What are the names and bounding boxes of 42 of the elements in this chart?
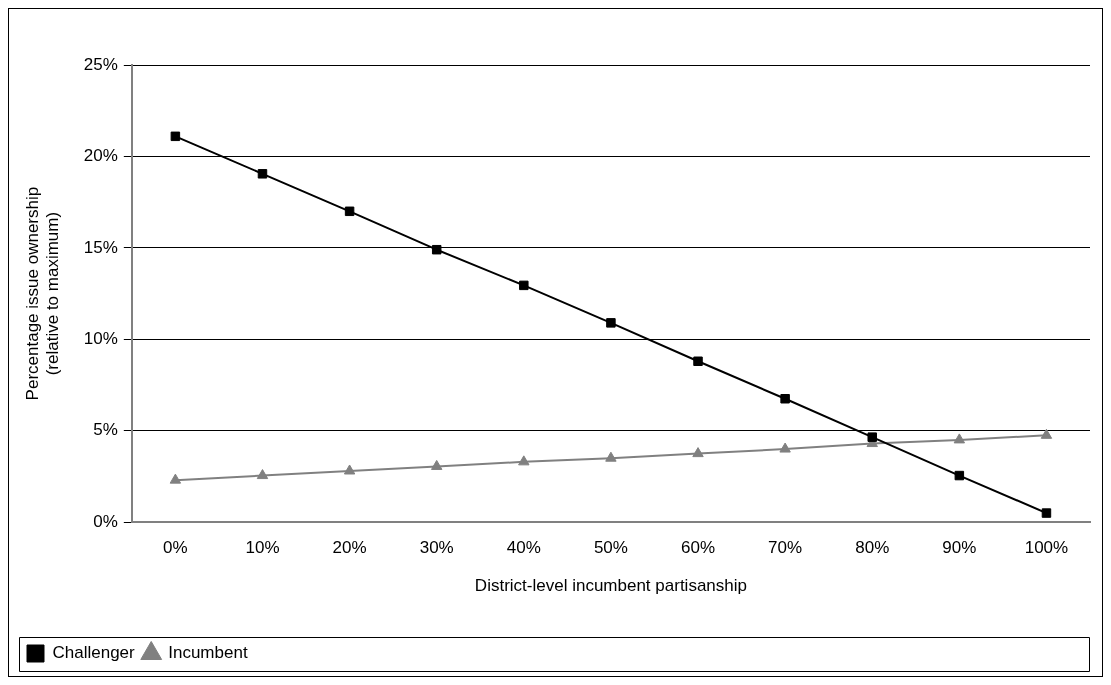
legend-label: Challenger (52, 643, 136, 663)
point (954, 470, 965, 481)
point (431, 244, 442, 255)
point (779, 442, 791, 453)
x-axis-title: District-level incumbent partisanship (474, 576, 747, 596)
y-tick-label: 15% (83, 237, 118, 257)
point (1040, 428, 1053, 439)
point (256, 469, 269, 480)
y-tick-label: 5% (93, 420, 118, 440)
y-tick-label: 20% (83, 146, 118, 166)
point (692, 447, 704, 458)
point (606, 318, 616, 328)
point (953, 433, 966, 444)
x-tick-label: 0% (163, 538, 188, 558)
point (518, 455, 530, 466)
legend-label: Incumbent (168, 643, 248, 663)
x-tick-label: 10% (245, 538, 280, 558)
point (344, 206, 355, 217)
y-tick-label: 10% (83, 329, 118, 349)
y-axis-title: Percentage issue ownership (relative to maximum) (22, 186, 63, 401)
x-tick-label: 100% (1024, 538, 1069, 558)
x-tick-label: 70% (768, 538, 803, 558)
point (169, 473, 182, 484)
x-tick-label: 30% (419, 538, 454, 558)
y-tick-label: 0% (93, 511, 118, 531)
point (867, 432, 877, 442)
point (519, 280, 529, 291)
x-tick-label: 50% (593, 538, 628, 558)
x-tick-label: 40% (506, 538, 541, 558)
point (257, 169, 268, 179)
point (780, 394, 790, 404)
point (170, 131, 181, 142)
point (1041, 508, 1052, 518)
x-tick-label: 60% (681, 538, 716, 558)
point (431, 459, 443, 470)
x-tick-label: 90% (942, 538, 977, 558)
x-tick-label: 80% (855, 538, 890, 558)
point (605, 451, 617, 462)
point (693, 356, 703, 367)
x-tick-label: 20% (332, 538, 367, 558)
point (343, 464, 356, 475)
y-tick-label: 25% (83, 54, 118, 74)
